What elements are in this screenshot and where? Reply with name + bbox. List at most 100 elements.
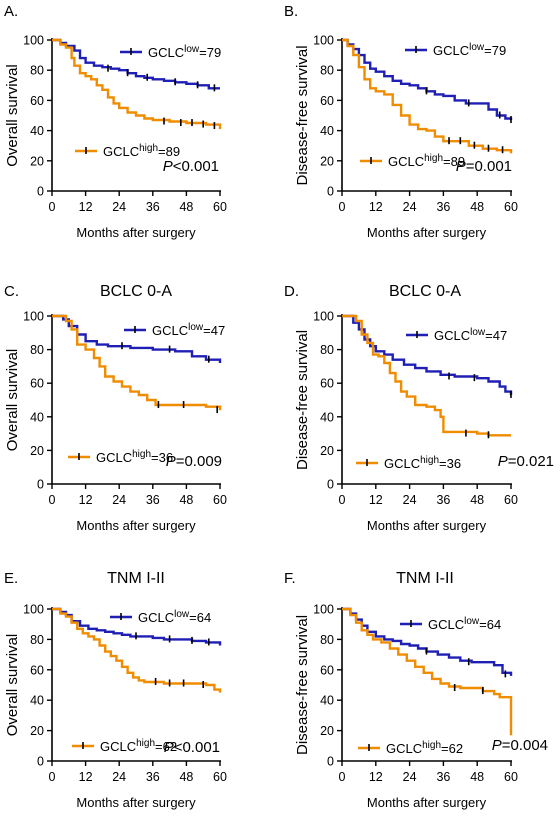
y-tick-label: 80 [30, 633, 44, 647]
y-tick-label: 100 [23, 310, 44, 324]
x-tick-label: 48 [470, 770, 484, 784]
y-tick-label: 100 [313, 34, 334, 48]
y-tick-label: 40 [320, 124, 334, 138]
y-axis-title: Overall survival [4, 634, 21, 737]
x-axis-title: Months after surgery [76, 518, 196, 533]
p-value-number: =0.021 [508, 453, 554, 470]
y-tick-label: 60 [320, 94, 334, 108]
y-tick-label: 60 [30, 94, 44, 108]
series-line-high [342, 607, 513, 736]
legend-label-low: GCLClow=79 [433, 42, 506, 58]
panel-label: A. [4, 3, 18, 20]
legend-label-count: =36 [151, 450, 173, 465]
x-tick-label: 12 [369, 770, 383, 784]
series-line-high [52, 38, 222, 130]
y-tick-label: 40 [30, 410, 44, 424]
y-axis-title: Overall survival [4, 349, 21, 452]
x-tick-label: 0 [49, 200, 56, 214]
x-tick-label: 0 [49, 493, 56, 507]
panel-label: B. [284, 3, 298, 20]
y-tick-label: 0 [327, 755, 334, 769]
legend-label-count: =47 [203, 323, 225, 338]
x-tick-label: 48 [179, 493, 193, 507]
legend-label-low: GCLClow=47 [152, 322, 225, 338]
x-tick-label: 12 [79, 493, 93, 507]
p-value: P=0.009 [166, 453, 222, 470]
legend-label-base: GCLC [103, 144, 139, 159]
p-value: P=0.021 [498, 453, 554, 470]
y-axis-title: Disease-free survival [294, 615, 311, 755]
p-value-number: <0.001 [174, 739, 220, 756]
x-tick-label: 24 [112, 200, 126, 214]
legend-label-base: GCLC [428, 617, 464, 632]
p-value-prefix: P [456, 158, 466, 175]
y-tick-label: 0 [327, 185, 334, 199]
y-axis-title: Overall survival [4, 64, 21, 167]
survival-panel-3: C. BCLC 0-A 0 20 40 60 80 100 0 12 24 36 48 60 Months … [4, 283, 227, 533]
x-tick-label: 48 [470, 200, 484, 214]
p-value: P=0.004 [492, 737, 548, 754]
legend-label-sup: high [139, 143, 158, 154]
y-axis-title: Disease-free survival [294, 330, 311, 470]
x-axis-title: Months after surgery [367, 518, 487, 533]
x-tick-label: 0 [339, 770, 346, 784]
y-tick-label: 100 [313, 310, 334, 324]
x-tick-label: 36 [146, 770, 160, 784]
legend-label-high: GCLChigh=36 [96, 449, 173, 465]
panel-label: E. [4, 570, 18, 587]
p-value-prefix: P [163, 158, 173, 175]
x-tick-label: 36 [146, 200, 160, 214]
x-tick-label: 60 [504, 493, 518, 507]
x-tick-label: 24 [112, 493, 126, 507]
p-value-number: =0.004 [502, 737, 548, 754]
legend-label-sup: high [132, 449, 151, 460]
x-tick-label: 60 [213, 770, 227, 784]
y-tick-label: 40 [30, 124, 44, 138]
y-tick-label: 80 [320, 343, 334, 357]
series-line-high [342, 314, 511, 437]
series-line-low [342, 314, 513, 395]
p-value-prefix: P [498, 453, 508, 470]
p-value-prefix: P [492, 737, 502, 754]
panel-title: BCLC 0-A [389, 283, 461, 300]
y-tick-label: 0 [37, 185, 44, 199]
p-value-prefix: P [166, 453, 176, 470]
legend-label-sup: high [422, 740, 441, 751]
y-tick-label: 60 [320, 663, 334, 677]
x-tick-label: 60 [504, 200, 518, 214]
y-tick-label: 80 [320, 64, 334, 78]
y-tick-label: 20 [30, 724, 44, 738]
legend-label-sup: low [184, 44, 200, 55]
legend-label-count: =62 [155, 739, 177, 754]
y-tick-label: 60 [30, 377, 44, 391]
y-tick-label: 100 [23, 603, 44, 617]
y-tick-label: 80 [30, 64, 44, 78]
x-tick-label: 48 [179, 200, 193, 214]
series-line-low [52, 314, 222, 363]
series-line-low [342, 38, 513, 120]
legend-label-base: GCLC [96, 450, 132, 465]
legend-label-low: GCLClow=47 [434, 327, 507, 343]
legend-label-count: =89 [158, 144, 180, 159]
x-tick-label: 24 [403, 770, 417, 784]
legend-label-base: GCLC [148, 45, 184, 60]
legend-label-count: =47 [485, 328, 507, 343]
survival-panel-2: B. 0 20 40 60 80 100 0 12 24 36 48 60 Months after su… [284, 3, 518, 240]
x-tick-label: 48 [470, 493, 484, 507]
legend-label-base: GCLC [384, 456, 420, 471]
x-axis-title: Months after surgery [367, 795, 487, 810]
y-tick-label: 100 [23, 34, 44, 48]
x-tick-label: 0 [49, 770, 56, 784]
panel-title: TNM I-II [107, 570, 165, 587]
x-tick-label: 60 [504, 770, 518, 784]
p-value-number: =0.009 [176, 453, 222, 470]
series-line-high [342, 38, 513, 154]
legend-label-sup: low [464, 616, 480, 627]
x-tick-label: 24 [403, 493, 417, 507]
legend-label-high: GCLChigh=36 [384, 455, 461, 471]
legend-label-base: GCLC [138, 610, 174, 625]
y-tick-label: 60 [30, 663, 44, 677]
p-value-number: =0.001 [466, 158, 512, 175]
x-tick-label: 12 [79, 200, 93, 214]
